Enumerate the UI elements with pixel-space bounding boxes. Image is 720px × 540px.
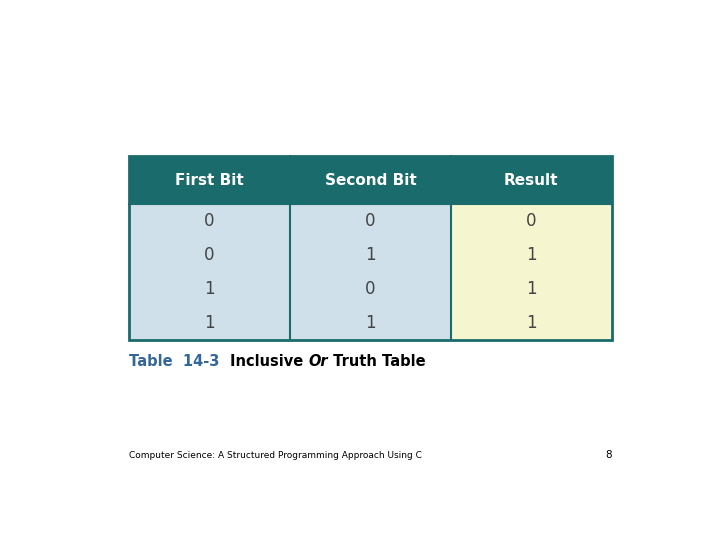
Text: 0: 0 xyxy=(365,212,376,230)
Text: 0: 0 xyxy=(204,246,215,264)
Text: 1: 1 xyxy=(365,246,376,264)
Text: 1: 1 xyxy=(526,280,536,298)
Text: Inclusive: Inclusive xyxy=(230,354,308,369)
Text: 1: 1 xyxy=(204,314,215,333)
Text: Second Bit: Second Bit xyxy=(325,173,416,188)
Text: Truth Table: Truth Table xyxy=(328,354,426,369)
Text: 1: 1 xyxy=(365,314,376,333)
Text: Table  14-3: Table 14-3 xyxy=(129,354,230,369)
Text: Result: Result xyxy=(504,173,559,188)
Text: Or: Or xyxy=(308,354,328,369)
Text: First Bit: First Bit xyxy=(175,173,244,188)
Text: 1: 1 xyxy=(526,246,536,264)
Text: 0: 0 xyxy=(204,212,215,230)
Text: 0: 0 xyxy=(526,212,536,230)
Text: 0: 0 xyxy=(365,280,376,298)
Text: 1: 1 xyxy=(204,280,215,298)
Text: 1: 1 xyxy=(526,314,536,333)
Text: 8: 8 xyxy=(605,450,612,460)
Text: Computer Science: A Structured Programming Approach Using C: Computer Science: A Structured Programmi… xyxy=(129,451,422,460)
